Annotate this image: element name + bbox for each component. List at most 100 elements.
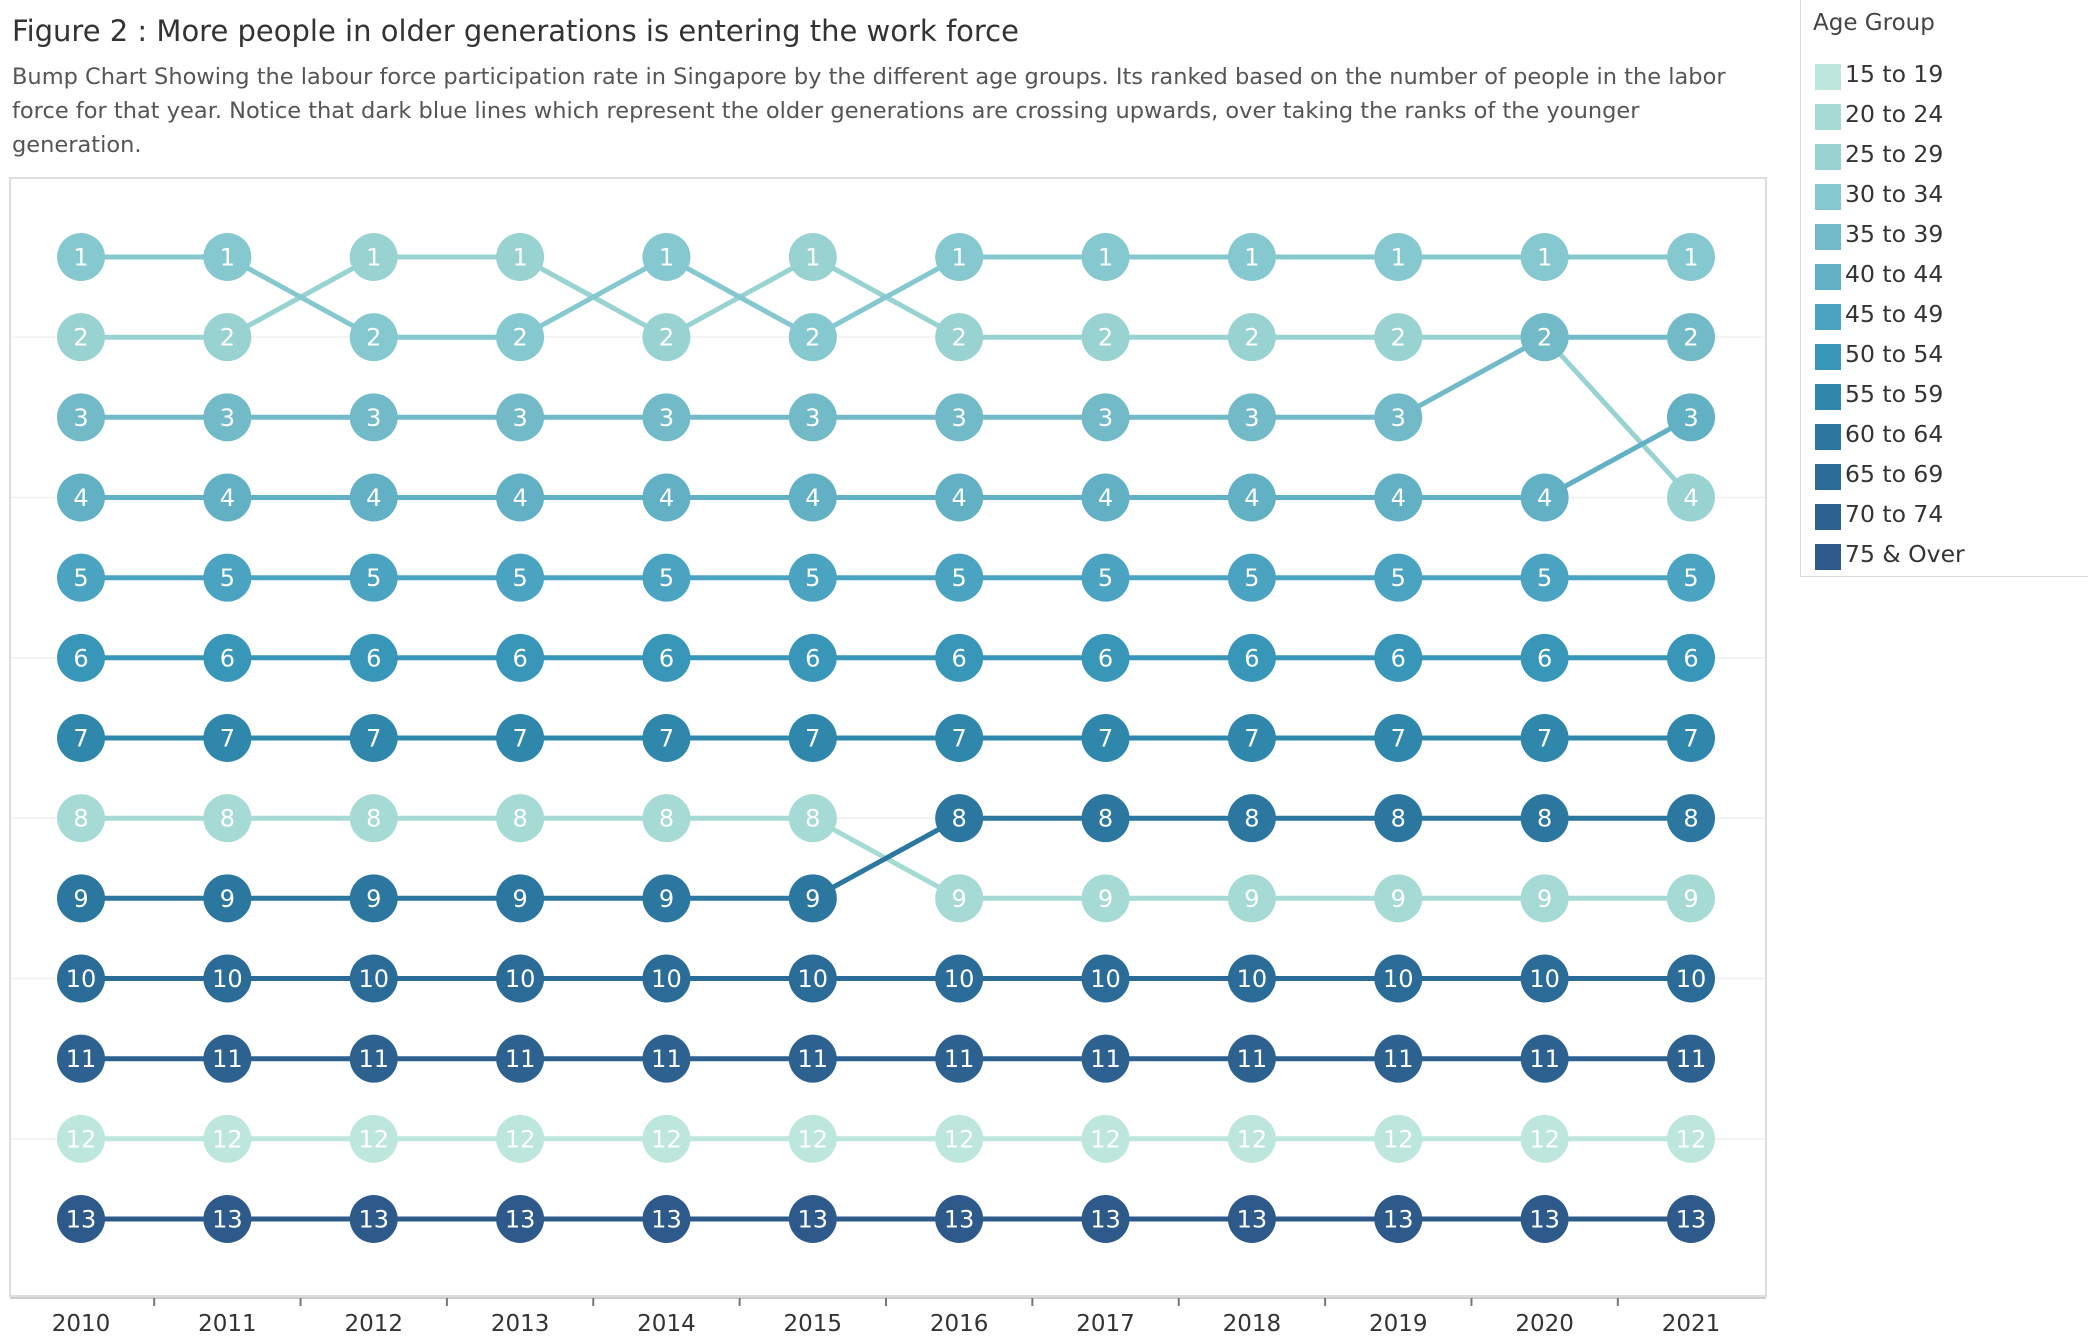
legend-item[interactable]: 55 to 59 bbox=[1801, 376, 2088, 416]
rank-label: 7 bbox=[659, 725, 674, 753]
series-line bbox=[81, 334, 1691, 420]
rank-label: 8 bbox=[366, 805, 381, 833]
bump-chart: 2010 2011 2012 2013 2014 2015 2016 2017 2018 2019… bbox=[9, 177, 1767, 1337]
rank-label: 3 bbox=[1244, 404, 1259, 432]
rank-point bbox=[1520, 473, 1569, 522]
legend-swatch bbox=[1815, 304, 1841, 330]
rank-label: 1 bbox=[1391, 244, 1406, 272]
legend-item[interactable]: 50 to 54 bbox=[1801, 336, 2088, 376]
rank-label: 13 bbox=[944, 1206, 975, 1234]
rank-label: 6 bbox=[1391, 644, 1406, 672]
rank-point bbox=[57, 313, 105, 362]
rank-point bbox=[57, 1195, 105, 1243]
rank-point bbox=[1227, 1034, 1276, 1083]
rank-label: 8 bbox=[1683, 805, 1698, 833]
legend-label: 45 to 49 bbox=[1845, 300, 1944, 328]
rank-label: 2 bbox=[366, 324, 381, 352]
rank-point bbox=[1081, 553, 1130, 602]
rank-label: 1 bbox=[512, 244, 527, 272]
rank-label: 12 bbox=[1676, 1125, 1707, 1153]
rank-point bbox=[57, 633, 105, 682]
rank-label: 10 bbox=[66, 965, 97, 993]
rank-point bbox=[788, 1114, 837, 1163]
rank-label: 11 bbox=[212, 1045, 243, 1073]
rank-label: 7 bbox=[1537, 725, 1552, 753]
rank-point bbox=[349, 1034, 398, 1083]
rank-label: 7 bbox=[366, 725, 381, 753]
rank-label: 2 bbox=[1098, 324, 1113, 352]
rank-label: 9 bbox=[512, 885, 527, 913]
legend-item[interactable]: 20 to 24 bbox=[1801, 96, 2088, 136]
rank-point bbox=[1227, 1195, 1276, 1243]
rank-point bbox=[1374, 633, 1423, 682]
rank-label: 5 bbox=[805, 564, 820, 592]
rank-point bbox=[1667, 1034, 1715, 1083]
rank-point bbox=[57, 1114, 105, 1163]
legend-label: 20 to 24 bbox=[1845, 100, 1944, 128]
rank-point bbox=[935, 233, 984, 281]
rank-label: 12 bbox=[798, 1125, 829, 1153]
rank-label: 3 bbox=[73, 404, 88, 432]
legend-item[interactable]: 40 to 44 bbox=[1801, 256, 2088, 296]
legend-item[interactable]: 70 to 74 bbox=[1801, 496, 2088, 536]
rank-label: 12 bbox=[358, 1125, 389, 1153]
rank-point bbox=[1667, 473, 1715, 522]
rank-point bbox=[203, 633, 252, 682]
legend-swatch bbox=[1815, 384, 1841, 410]
rank-point bbox=[496, 473, 545, 522]
rank-point bbox=[1227, 794, 1276, 843]
legend-item[interactable]: 35 to 39 bbox=[1801, 216, 2088, 256]
rank-label: 13 bbox=[505, 1206, 536, 1234]
rank-point bbox=[57, 794, 105, 843]
rank-point bbox=[57, 473, 105, 522]
rank-point bbox=[57, 714, 105, 762]
rank-point bbox=[496, 874, 545, 923]
rank-label: 3 bbox=[1098, 404, 1113, 432]
legend-item[interactable]: 60 to 64 bbox=[1801, 416, 2088, 456]
rank-point bbox=[1374, 393, 1423, 442]
rank-label: 5 bbox=[1098, 564, 1113, 592]
rank-label: 13 bbox=[358, 1206, 389, 1234]
rank-point bbox=[1667, 1114, 1715, 1163]
rank-label: 12 bbox=[944, 1125, 975, 1153]
rank-point bbox=[1520, 633, 1569, 682]
rank-label: 8 bbox=[659, 805, 674, 833]
rank-point bbox=[1081, 1114, 1130, 1163]
rank-point bbox=[57, 233, 105, 281]
rank-point bbox=[788, 714, 837, 762]
rank-point bbox=[496, 233, 545, 281]
legend-item[interactable]: 45 to 49 bbox=[1801, 296, 2088, 336]
rank-label: 12 bbox=[1529, 1125, 1560, 1153]
rank-label: 10 bbox=[1383, 965, 1414, 993]
rank-label: 4 bbox=[952, 484, 967, 512]
legend-item[interactable]: 30 to 34 bbox=[1801, 176, 2088, 216]
rank-label: 4 bbox=[1244, 484, 1259, 512]
rank-point bbox=[642, 874, 691, 923]
rank-label: 4 bbox=[805, 484, 820, 512]
rank-point bbox=[496, 633, 545, 682]
x-tick-label: 2020 bbox=[1515, 1311, 1574, 1337]
rank-point bbox=[203, 954, 252, 1003]
rank-point bbox=[642, 1195, 691, 1243]
rank-label: 1 bbox=[659, 244, 674, 272]
rank-label: 11 bbox=[944, 1045, 975, 1073]
legend-item[interactable]: 65 to 69 bbox=[1801, 456, 2088, 496]
rank-point bbox=[788, 233, 837, 281]
rank-point bbox=[1374, 1034, 1423, 1083]
legend-item[interactable]: 75 & Over bbox=[1801, 536, 2088, 576]
rank-point bbox=[203, 473, 252, 522]
legend-item[interactable]: 25 to 29 bbox=[1801, 136, 2088, 176]
rank-point bbox=[203, 874, 252, 923]
rank-label: 3 bbox=[805, 404, 820, 432]
rank-label: 11 bbox=[1090, 1045, 1121, 1073]
rank-point bbox=[1227, 633, 1276, 682]
rank-point bbox=[642, 473, 691, 522]
rank-label: 9 bbox=[1391, 885, 1406, 913]
rank-label: 2 bbox=[1391, 324, 1406, 352]
rank-point bbox=[203, 1195, 252, 1243]
rank-point bbox=[935, 1114, 984, 1163]
rank-point bbox=[349, 1195, 398, 1243]
rank-label: 1 bbox=[1244, 244, 1259, 272]
rank-point bbox=[1374, 1195, 1423, 1243]
legend-item[interactable]: 15 to 19 bbox=[1801, 56, 2088, 96]
